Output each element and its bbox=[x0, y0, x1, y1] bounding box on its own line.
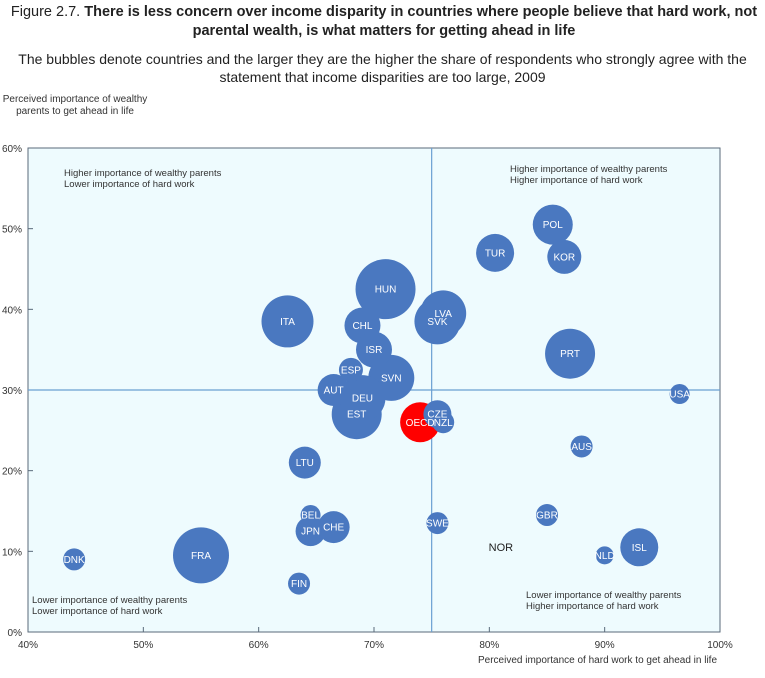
bubble-usa bbox=[669, 384, 690, 405]
bubble-fra bbox=[173, 527, 229, 584]
quadrant-label-bottom-right: Higher importance of hard work bbox=[526, 601, 659, 612]
bubble-label-isr: ISR bbox=[366, 345, 383, 356]
x-tick-label: 100% bbox=[707, 640, 733, 651]
bubble-bel bbox=[300, 505, 321, 526]
bubble-ita bbox=[261, 295, 314, 348]
bubble-jpn bbox=[295, 516, 326, 547]
bubble-label-swe: SWE bbox=[426, 519, 449, 530]
bubble-nzl bbox=[432, 411, 455, 434]
bubble-prt bbox=[545, 328, 596, 379]
bubble-label-fra: FRA bbox=[191, 551, 211, 562]
x-tick-label: 80% bbox=[479, 640, 499, 651]
bubble-label-esp: ESP bbox=[341, 365, 361, 376]
bubble-label-pol: POL bbox=[543, 220, 563, 231]
bubble-label-dnk: DNK bbox=[64, 555, 85, 566]
bubble-label-oecd: OECD bbox=[406, 418, 435, 429]
bubble-esp bbox=[338, 357, 363, 382]
bubble-label-nld: NLD bbox=[595, 551, 615, 562]
quadrant-label-top-left: Higher importance of wealthy parents bbox=[64, 168, 222, 179]
bubble-label-ita: ITA bbox=[280, 317, 295, 328]
bubble-kor bbox=[547, 239, 582, 274]
bubble-label-bel: BEL bbox=[301, 511, 320, 522]
bubble-label-lva: LVA bbox=[434, 309, 452, 320]
bubble-che bbox=[317, 511, 350, 544]
x-tick-label: 40% bbox=[18, 640, 38, 651]
y-tick-label: 30% bbox=[2, 386, 22, 397]
y-tick-label: 20% bbox=[2, 467, 22, 478]
quadrant-label-top-right: Higher importance of wealthy parents bbox=[510, 164, 668, 175]
bubble-svk bbox=[414, 298, 461, 345]
bubble-hun bbox=[355, 259, 416, 320]
bubble-label-usa: USA bbox=[669, 390, 690, 401]
bubble-label-svn: SVN bbox=[381, 373, 402, 384]
figure-subtitle: The bubbles denote countries and the lar… bbox=[18, 51, 747, 85]
bubble-pol bbox=[532, 204, 573, 245]
quadrant-label-top-left: Lower importance of hard work bbox=[64, 179, 195, 190]
bubble-fin bbox=[288, 572, 311, 595]
bubble-label-nzl: NZL bbox=[434, 418, 453, 429]
x-axis: 40% 50% 60% 70% 80% 90% 100% bbox=[18, 627, 733, 651]
bubble-label-nor: NOR bbox=[489, 542, 514, 554]
bubble-ltu bbox=[288, 446, 321, 479]
bubble-nld bbox=[595, 546, 614, 565]
bubble-label-svk: SVK bbox=[427, 317, 447, 328]
quadrant-label-bottom-left: Lower importance of wealthy parents bbox=[32, 595, 187, 606]
bubble-label-tur: TUR bbox=[485, 248, 506, 259]
bubble-label-aus: AUS bbox=[571, 442, 592, 453]
bubble-label-est: EST bbox=[347, 410, 366, 421]
bubble-label-chl: CHL bbox=[352, 321, 372, 332]
x-tick-label: 90% bbox=[595, 640, 615, 651]
bubble-dnk bbox=[63, 548, 86, 571]
y-tick-label: 10% bbox=[2, 547, 22, 558]
bubble-label-deu: DEU bbox=[352, 394, 373, 405]
bubble-label-kor: KOR bbox=[553, 252, 575, 263]
x-axis-title: Perceived importance of hard work to get… bbox=[478, 655, 718, 666]
y-tick-label: 40% bbox=[2, 305, 22, 316]
figure-title-text: There is less concern over income dispar… bbox=[84, 4, 758, 39]
bubble-label-prt: PRT bbox=[560, 349, 580, 360]
bubble-label-gbr: GBR bbox=[536, 511, 558, 522]
y-axis-title: Perceived importance of wealthy parents … bbox=[2, 94, 148, 117]
bubble-label-aut: AUT bbox=[324, 386, 344, 397]
bubble-aus bbox=[570, 435, 593, 458]
bubble-tur bbox=[476, 233, 515, 272]
quadrant-label-bottom-right: Lower importance of wealthy parents bbox=[526, 590, 681, 601]
bubble-label-ltu: LTU bbox=[296, 458, 314, 469]
bubble-label-hun: HUN bbox=[375, 285, 397, 296]
bubble-swe bbox=[426, 512, 449, 535]
quadrant-label-bottom-left: Lower importance of hard work bbox=[32, 606, 163, 617]
x-tick-label: 70% bbox=[364, 640, 384, 651]
y-tick-label: 60% bbox=[2, 144, 22, 155]
y-tick-label: 0% bbox=[8, 628, 23, 639]
figure-number: Figure 2.7. bbox=[10, 4, 81, 20]
x-tick-label: 60% bbox=[249, 640, 269, 651]
bubble-gbr bbox=[536, 504, 558, 527]
bubble-label-isl: ISL bbox=[632, 543, 647, 554]
bubble-label-che: CHE bbox=[323, 523, 344, 534]
bubble-label-fin: FIN bbox=[291, 579, 307, 590]
quadrant-label-top-right: Higher importance of hard work bbox=[510, 175, 643, 186]
bubble-label-jpn: JPN bbox=[301, 527, 320, 538]
bubble-aut bbox=[317, 374, 350, 406]
figure-title: Figure 2.7. There is less concern over i… bbox=[10, 3, 758, 41]
bubble-label-cze: CZE bbox=[427, 410, 447, 421]
bubble-isr bbox=[356, 331, 392, 368]
bubble-deu bbox=[339, 375, 386, 422]
y-tick-label: 50% bbox=[2, 225, 22, 236]
quadrant-labels: Higher importance of wealthy parentsLowe… bbox=[32, 164, 681, 617]
bubble-isl bbox=[620, 528, 659, 567]
x-tick-label: 50% bbox=[133, 640, 153, 651]
